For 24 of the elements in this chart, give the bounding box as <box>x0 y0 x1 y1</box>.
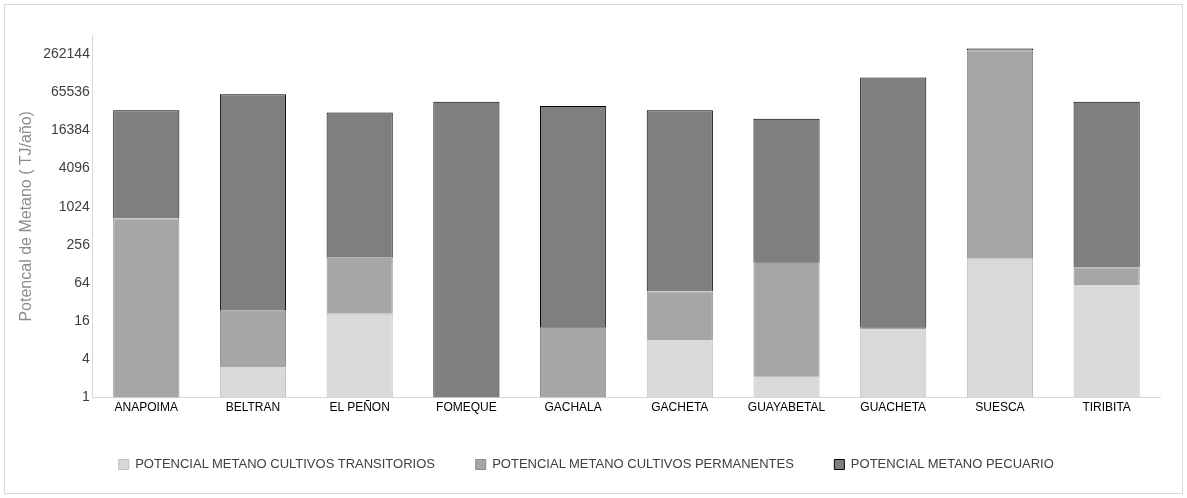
y-tick-label: 16 <box>74 312 91 329</box>
y-tick-label: 64 <box>74 273 91 290</box>
y-tick-label: 262144 <box>43 44 91 61</box>
x-tick-label: BELTRAN <box>225 400 281 415</box>
y-tick-label: 1 <box>82 388 91 405</box>
legend-label: POTENCIAL METANO CULTIVOS TRANSITORIOS <box>135 456 436 472</box>
y-tick-label: 4096 <box>58 159 91 176</box>
x-tick-label: GUAYABETAL <box>747 400 826 415</box>
y-tick-label: 4 <box>82 350 91 367</box>
legend-label: POTENCIAL METANO CULTIVOS PERMANENTES <box>492 456 795 472</box>
x-tick-label: TIRIBITA <box>1082 400 1131 415</box>
x-tick-label: GACHETA <box>651 400 709 415</box>
x-tick-label: EL PEÑON <box>329 400 390 415</box>
x-tick-label: SUESCA <box>975 400 1025 415</box>
x-tick-label: ANAPOIMA <box>114 400 178 415</box>
y-axis-title: Potencal de Metano ( TJ/año) <box>17 111 35 322</box>
y-tick-label: 16384 <box>50 121 91 138</box>
y-tick-label: 256 <box>66 235 91 252</box>
y-tick-label: 65536 <box>50 83 91 100</box>
legend-label: POTENCIAL METANO PECUARIO <box>850 456 1054 472</box>
x-tick-label: GUACHETA <box>860 400 927 415</box>
x-tick-label: GACHALA <box>544 400 602 415</box>
x-tick-label: FOMEQUE <box>436 400 497 415</box>
y-tick-label: 1024 <box>58 197 91 214</box>
